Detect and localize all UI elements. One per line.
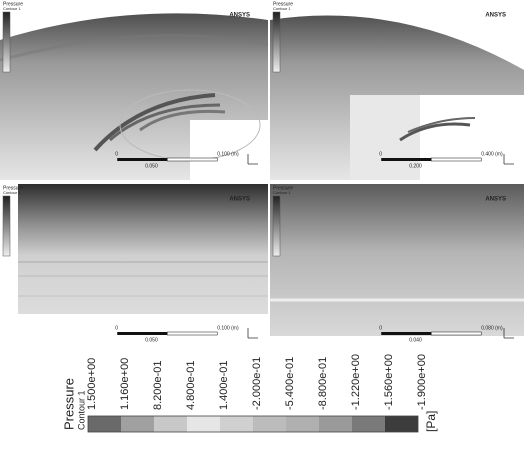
brand: ANSYS (485, 13, 506, 19)
panel-top-left (0, 0, 269, 180)
colorbar-label: 1.160e+00 (119, 358, 131, 410)
scale-bar-half (166, 157, 218, 162)
colorbar-unit: [Pa] (424, 411, 438, 432)
panel-bottom-left (0, 184, 268, 354)
legend-bar (272, 195, 281, 257)
scale-end: 0.100 (m) (217, 325, 239, 331)
brand: ANSYS (229, 197, 250, 203)
scale-end: 0.100 (m) (217, 151, 239, 157)
colorbar-label: -2.000e-01 (251, 357, 263, 410)
scale-end: 0.080 (m) (481, 325, 503, 331)
scale-mid: 0.050 (145, 163, 158, 169)
scale-end: 0.400 (m) (481, 151, 503, 157)
legend-subtitle: Contour 1 (3, 190, 21, 195)
legend-title: Pressure (3, 185, 23, 191)
legend-bar (2, 11, 11, 73)
axis-triad (247, 328, 258, 339)
scale-mid: 0.040 (409, 337, 422, 343)
scale-bar-half (166, 331, 218, 336)
scale-bar (117, 332, 168, 335)
legend-subtitle: Contour 1 (273, 6, 291, 11)
colorbar-label: -1.560e+00 (383, 354, 395, 410)
scale-bar (117, 158, 168, 161)
scale-zero: 0 (379, 325, 382, 331)
colorbar-label: -8.800e-01 (317, 357, 329, 410)
scale-zero: 0 (115, 325, 118, 331)
scale-bar-half (430, 157, 482, 162)
legend-subtitle: Contour 1 (3, 6, 21, 11)
legend-title: Pressure (3, 1, 23, 7)
scale-mid: 0.200 (409, 163, 422, 169)
colorbar-title: Pressure (61, 378, 76, 430)
panel-bottom-right (270, 184, 524, 354)
legend-bar (272, 11, 281, 73)
colorbar-label: -1.900e+00 (416, 354, 428, 410)
scale-bar (381, 158, 432, 161)
colorbar-label: 8.200e-01 (152, 360, 164, 410)
colorbar-label: -1.220e+00 (350, 354, 362, 410)
colorbar-label: 4.800e-01 (185, 360, 197, 410)
legend-title: Pressure (273, 185, 293, 191)
scale-zero: 0 (379, 151, 382, 157)
scale-zero: 0 (115, 151, 118, 157)
colorbar-label: -5.400e-01 (284, 357, 296, 410)
legend-bar (2, 195, 11, 257)
legend-title: Pressure (273, 1, 293, 7)
panel-top-right (270, 0, 524, 180)
axis-triad (503, 328, 514, 339)
colorbar-label: 1.500e+00 (86, 358, 98, 410)
brand: ANSYS (229, 13, 250, 19)
brand: ANSYS (485, 197, 506, 203)
legend-subtitle: Contour 1 (273, 190, 291, 195)
scale-mid: 0.050 (145, 337, 158, 343)
colorbar-label: 1.400e-01 (218, 360, 230, 410)
colorbar (87, 415, 419, 433)
colorbar-subtitle: Contour 1 (76, 390, 86, 430)
axis-triad (247, 154, 258, 165)
axis-triad (503, 154, 514, 165)
scale-bar-half (430, 331, 482, 336)
scale-bar (381, 332, 432, 335)
